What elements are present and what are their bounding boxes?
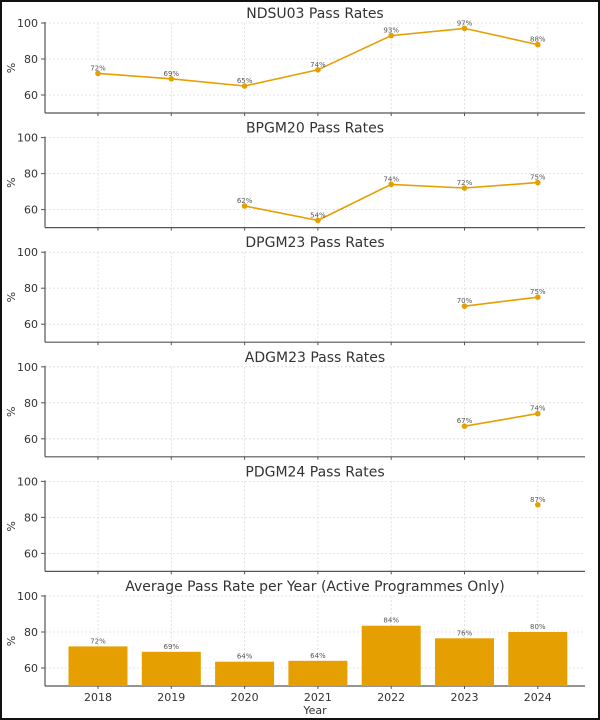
y-tick-label: 80 — [24, 626, 38, 639]
data-label: 87% — [530, 496, 546, 504]
data-label: 97% — [457, 19, 473, 27]
x-tick-label: 2019 — [157, 691, 185, 704]
data-point — [315, 67, 321, 73]
data-label: 93% — [383, 27, 399, 35]
data-point — [315, 217, 321, 224]
data-label: 74% — [383, 175, 399, 183]
panel-title: BPGM20 Pass Rates — [246, 121, 384, 137]
data-label: 72% — [90, 637, 106, 645]
data-point — [461, 423, 468, 430]
y-tick-label: 80 — [24, 53, 38, 66]
x-tick-label: 2021 — [304, 691, 332, 704]
bar — [215, 661, 275, 686]
bar — [141, 651, 201, 686]
data-point — [241, 203, 248, 209]
data-point — [535, 41, 541, 48]
data-label: 64% — [310, 652, 326, 660]
data-point — [241, 83, 248, 89]
data-point — [535, 294, 541, 301]
panel-4: PDGM24 Pass Rates 60 80 100% 87% — [5, 464, 585, 575]
x-tick-label: 2018 — [84, 691, 112, 704]
series-line — [464, 296, 538, 307]
y-axis-label: % — [5, 636, 18, 646]
data-label: 72% — [457, 179, 473, 187]
data-point — [461, 303, 468, 310]
data-point — [95, 70, 101, 77]
y-tick-label: 60 — [24, 204, 38, 217]
bar — [68, 646, 128, 686]
panel-2: DPGM23 Pass Rates 60 80 100% 70% 75% — [5, 235, 585, 346]
data-point — [461, 25, 468, 32]
bar — [361, 625, 421, 686]
x-axis-label: Year — [302, 704, 327, 717]
data-label: 65% — [237, 77, 253, 85]
data-label: 64% — [237, 653, 253, 661]
y-tick-label: 60 — [24, 547, 38, 560]
data-label: 75% — [530, 174, 546, 182]
data-label: 76% — [457, 629, 473, 637]
data-point — [461, 185, 468, 191]
data-point — [388, 32, 395, 39]
data-label: 70% — [457, 297, 473, 305]
data-point — [168, 76, 175, 82]
series-line — [464, 412, 538, 427]
panel-0: NDSU03 Pass Rates 60 80 100% 72% 69% 65% 74% 93%… — [5, 6, 585, 116]
y-tick-label: 60 — [24, 318, 38, 331]
y-tick-label: 100 — [17, 246, 38, 259]
y-axis-label: % — [5, 177, 18, 187]
y-tick-label: 100 — [17, 132, 38, 145]
y-tick-label: 60 — [24, 89, 38, 102]
x-tick-label: 2020 — [231, 691, 259, 704]
data-label: 72% — [90, 64, 106, 72]
x-tick-label: 2024 — [524, 691, 552, 704]
y-tick-label: 100 — [17, 590, 38, 603]
y-tick-label: 80 — [24, 511, 38, 524]
data-point — [388, 181, 395, 188]
panel-title: PDGM24 Pass Rates — [245, 464, 384, 480]
y-tick-label: 60 — [24, 433, 38, 446]
data-label: 75% — [530, 288, 546, 296]
panel-title: ADGM23 Pass Rates — [245, 350, 385, 366]
bar — [288, 660, 348, 686]
data-point — [535, 410, 541, 417]
bar — [508, 632, 568, 686]
bar — [435, 638, 494, 686]
x-tick-label: 2023 — [451, 691, 479, 704]
y-tick-label: 100 — [17, 17, 38, 30]
y-axis-label: % — [5, 292, 18, 302]
data-label: 69% — [164, 643, 180, 651]
panel-title: NDSU03 Pass Rates — [246, 6, 383, 22]
y-axis-label: % — [5, 407, 18, 417]
data-label: 84% — [383, 617, 399, 625]
panel-title: DPGM23 Pass Rates — [245, 235, 384, 251]
panel-5: Average Pass Rate per Year (Active Progr… — [5, 579, 585, 717]
data-label: 62% — [237, 197, 253, 205]
panel-1: BPGM20 Pass Rates 60 80 100% 62% 54% 74% 72% 75% — [5, 121, 585, 231]
data-label: 74% — [310, 61, 326, 69]
panel-title: Average Pass Rate per Year (Active Progr… — [125, 579, 505, 595]
data-point — [535, 179, 541, 186]
data-label: 69% — [164, 70, 180, 78]
data-label: 80% — [530, 623, 546, 631]
panel-3: ADGM23 Pass Rates 60 80 100% 67% 74% — [5, 350, 585, 460]
y-tick-label: 100 — [17, 475, 38, 488]
y-axis-label: % — [5, 521, 18, 531]
y-tick-label: 100 — [17, 361, 38, 374]
data-label: 88% — [530, 36, 546, 44]
data-label: 74% — [530, 405, 546, 413]
data-label: 67% — [457, 417, 473, 425]
y-tick-label: 80 — [24, 397, 38, 410]
y-axis-label: % — [5, 63, 18, 73]
data-label: 54% — [310, 211, 326, 219]
y-tick-label: 80 — [24, 282, 38, 295]
y-tick-label: 60 — [24, 662, 38, 675]
x-tick-label: 2022 — [377, 691, 405, 704]
y-tick-label: 80 — [24, 168, 38, 181]
data-point — [535, 502, 541, 508]
